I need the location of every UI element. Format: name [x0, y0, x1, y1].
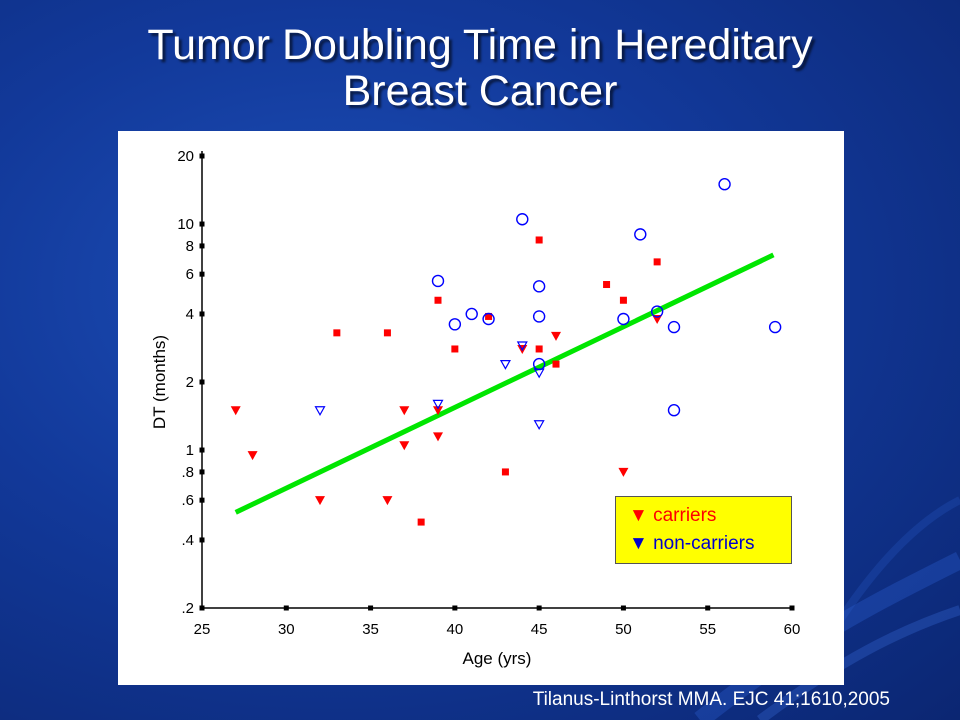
carrier-triangle-point [433, 406, 443, 416]
non-carrier-circle-point [465, 307, 478, 321]
carrier-square-point [333, 329, 341, 337]
carrier-triangle-point [652, 315, 663, 325]
non-carrier-circle-point [532, 280, 546, 293]
carrier-square-point [451, 345, 459, 353]
legend-label-carriers: carriers [653, 505, 717, 526]
y-tick-label: 8 [186, 238, 194, 255]
legend-marker-carriers: ▼ [629, 505, 648, 526]
carrier-triangle-point [382, 496, 393, 506]
x-tick-mark [368, 605, 374, 611]
non-carrier-triangle-point [533, 368, 545, 379]
y-tick-mark [199, 221, 205, 227]
legend-marker-non-carriers: ▼ [629, 533, 648, 554]
carrier-triangle-point [618, 467, 629, 477]
non-carrier-triangle-point [499, 360, 511, 370]
legend-item-non-carriers: ▼ non-carriers [629, 530, 791, 558]
carrier-triangle-point [551, 331, 561, 341]
non-carrier-circle-point [617, 312, 630, 326]
carrier-square-point [501, 468, 509, 476]
y-tick-label: 2 [186, 374, 194, 391]
y-tick-label: 4 [186, 306, 194, 323]
non-carrier-circle-point [650, 305, 664, 318]
carrier-triangle-point [230, 406, 241, 416]
y-tick-mark [199, 243, 205, 249]
x-tick-label: 35 [362, 621, 379, 638]
legend-label-non-carriers: non-carriers [653, 533, 755, 554]
non-carrier-circle-point [768, 320, 782, 334]
x-tick-mark [705, 605, 711, 611]
trend-line [234, 252, 775, 515]
y-tick-label: .4 [181, 532, 194, 549]
x-tick-mark [789, 605, 795, 611]
carrier-triangle-point [315, 496, 325, 506]
y-tick-mark [199, 605, 205, 611]
carrier-square-point [552, 360, 560, 368]
y-tick-label: 1 [186, 442, 194, 459]
x-tick-label: 55 [699, 621, 716, 638]
non-carrier-triangle-point [432, 399, 444, 410]
carrier-triangle-point [399, 441, 410, 451]
y-tick-label: 6 [186, 266, 194, 283]
non-carrier-triangle-point [516, 341, 528, 352]
y-tick-mark [199, 497, 205, 503]
slide-title: Tumor Doubling Time in Hereditary Breast… [0, 22, 960, 114]
legend-item-carriers: ▼ carriers [629, 502, 791, 530]
carrier-square-point [485, 312, 493, 320]
carrier-triangle-point [247, 451, 258, 461]
y-tick-label: .2 [181, 600, 194, 617]
carrier-square-point [535, 345, 543, 353]
non-carrier-triangle-point [314, 406, 326, 416]
carrier-square-point [383, 329, 391, 337]
carrier-square-point [603, 281, 611, 289]
non-carrier-circle-point [667, 404, 681, 417]
y-tick-label: .8 [181, 464, 194, 481]
chart-panel: 25 30 35 40 45 50 55 60 .2 .4 .6 .8 1 2 4 6 8 10 20 Age (yr… [118, 131, 844, 685]
x-tick-mark [536, 605, 542, 611]
y-tick-mark [199, 537, 205, 543]
non-carrier-circle-point [634, 228, 647, 241]
y-tick-label: 20 [177, 148, 194, 165]
non-carrier-circle-point [448, 318, 462, 331]
slide-title-line1: Tumor Doubling Time in Hereditary [147, 21, 813, 69]
y-tick-mark [199, 311, 205, 317]
non-carrier-circle-point [667, 320, 681, 334]
scatter-chart: 25 30 35 40 45 50 55 60 .2 .4 .6 .8 1 2 4 6 8 10 20 Age (yr… [150, 148, 801, 668]
non-carrier-circle-point [718, 178, 731, 191]
y-tick-mark [199, 469, 205, 475]
y-tick-mark [199, 379, 205, 385]
x-tick-label: 60 [784, 621, 801, 638]
x-tick-mark [452, 605, 458, 611]
x-tick-label: 30 [278, 621, 295, 638]
slide-title-line2: Breast Cancer [342, 67, 618, 115]
carrier-square-point [535, 236, 543, 244]
non-carrier-circle-point [482, 312, 495, 326]
x-tick-label: 50 [615, 621, 632, 638]
carrier-square-point [434, 296, 442, 304]
x-tick-label: 25 [194, 621, 211, 638]
carrier-square-point [417, 518, 425, 526]
carrier-triangle-point [399, 406, 410, 416]
carrier-square-point [653, 258, 661, 266]
citation: Tilanus-Linthorst MMA. EJC 41;1610,2005 [532, 689, 890, 710]
y-axis-label: DT (months) [150, 335, 169, 429]
x-tick-mark [620, 605, 626, 611]
x-tick-label: 45 [531, 621, 548, 638]
non-carrier-circle-point [431, 274, 445, 288]
non-carrier-circle-point [532, 310, 546, 323]
y-tick-mark [199, 271, 205, 277]
non-carrier-circle-point [516, 213, 529, 226]
y-tick-mark [199, 153, 205, 159]
x-tick-label: 40 [447, 621, 464, 638]
carrier-square-point [619, 296, 627, 304]
x-tick-mark [283, 605, 289, 611]
non-carrier-triangle-point [533, 420, 545, 431]
carrier-triangle-point [433, 432, 443, 442]
y-tick-label: 10 [177, 216, 194, 233]
y-tick-mark [199, 447, 205, 453]
x-axis-label: Age (yrs) [463, 649, 532, 668]
chart-legend: ▼ carriers ▼ non-carriers [615, 496, 792, 564]
y-tick-label: .6 [181, 492, 194, 509]
